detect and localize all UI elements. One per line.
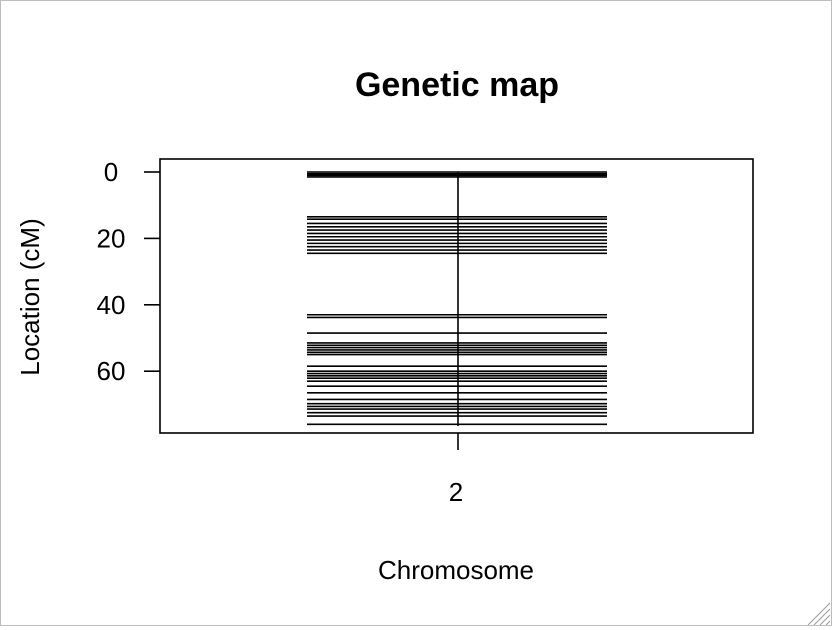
y-axis-label: Location (cM) [15,218,45,376]
chart-title: Genetic map [355,66,559,104]
y-tick-label: 20 [97,223,126,253]
x-axis-label: Chromosome [378,555,534,585]
plot-frame [159,158,754,434]
y-tick-label: 40 [97,290,126,320]
y-tick-label: 0 [104,157,118,187]
x-axis: 2 [449,433,463,507]
y-axis: 0 20 40 60 [97,157,160,386]
resize-grip-icon[interactable] [807,602,831,626]
y-tick-label: 60 [97,356,126,386]
marker-group [307,171,607,426]
x-tick-label: 2 [449,477,463,507]
